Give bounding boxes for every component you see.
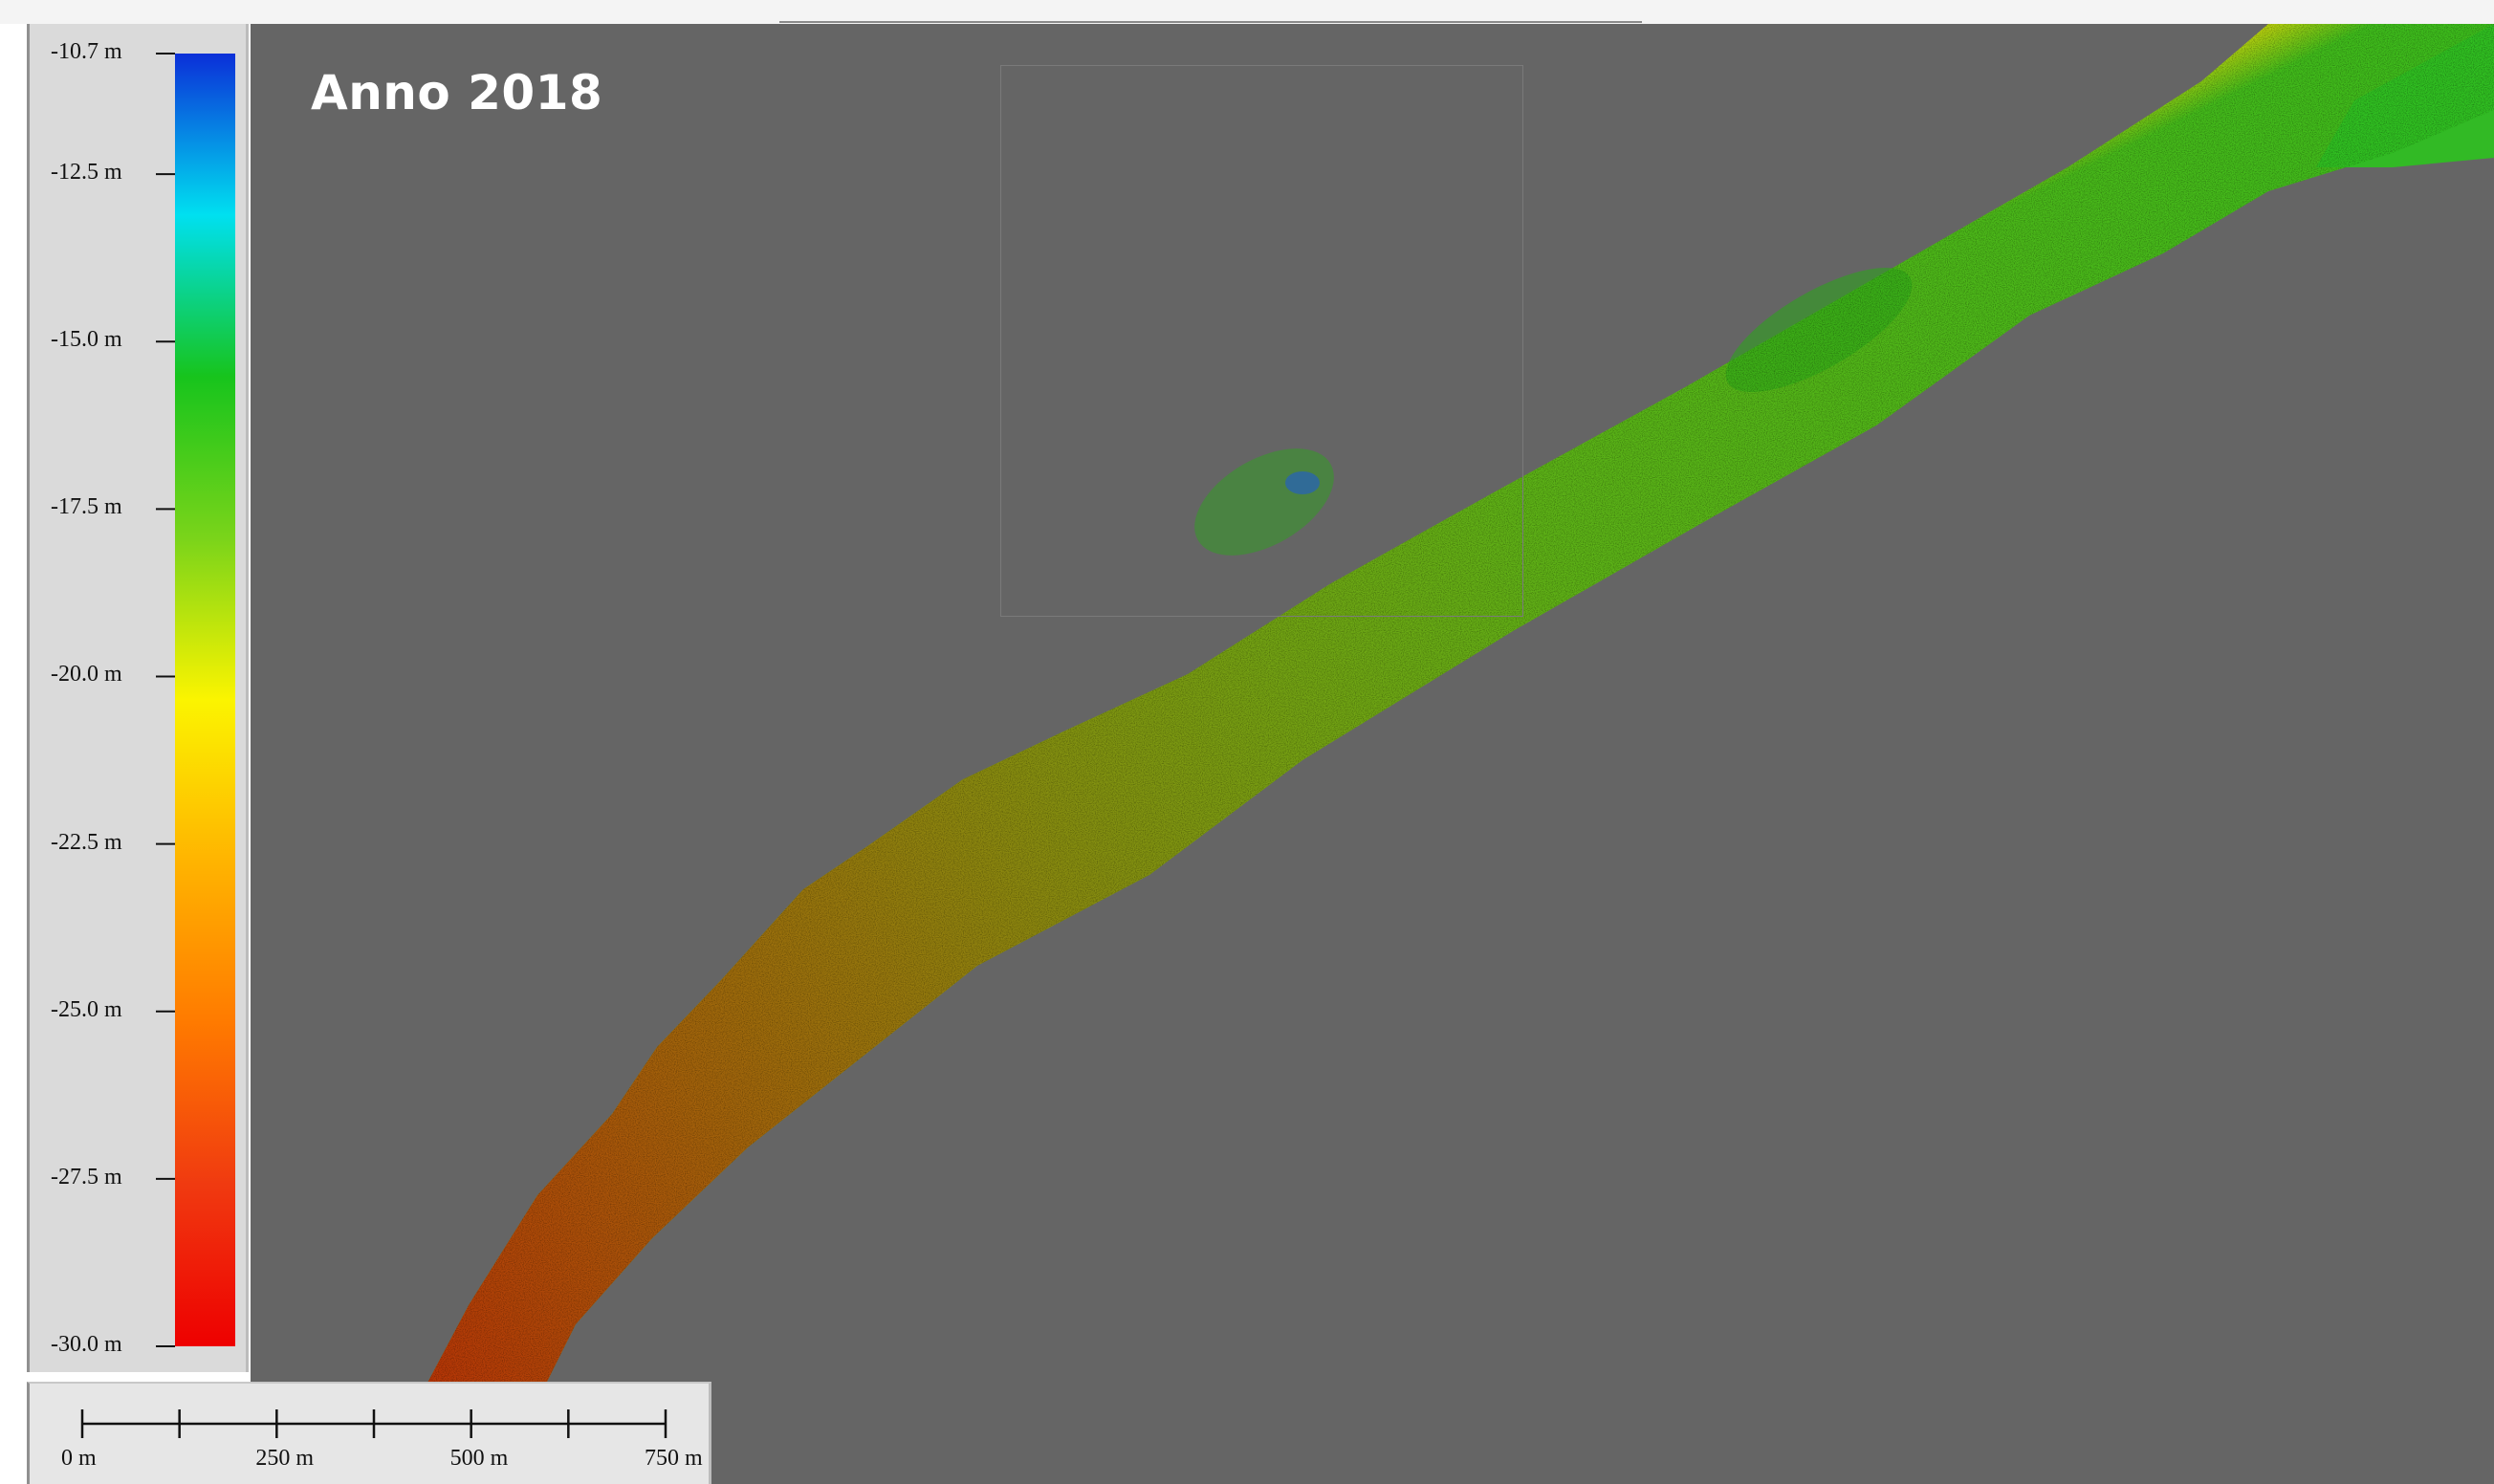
- top-strip: [0, 0, 2494, 24]
- colorbar-tick-label: -20.0 m: [51, 662, 122, 687]
- colorbar-tick-label: -25.0 m: [51, 996, 122, 1022]
- colorbar-ticks: [156, 53, 175, 1347]
- scale-label: 500 m: [449, 1446, 509, 1471]
- colorbar-tick-label: -15.0 m: [51, 327, 122, 353]
- depth-legend: -10.7 m -12.5 m -15.0 m -17.5 m -20.0 m -22.5…: [27, 24, 249, 1372]
- colorbar-tick-label: -12.5 m: [51, 160, 122, 186]
- colorbar: [156, 53, 235, 1347]
- top-frame-line: [779, 21, 1642, 23]
- colorbar-tick-label: -17.5 m: [51, 494, 122, 520]
- colorbar-tick-label: -27.5 m: [51, 1164, 122, 1189]
- survey-strip: [418, 24, 2494, 1401]
- bathymetry-map[interactable]: [251, 24, 2494, 1484]
- colorbar-tick-label: -30.0 m: [51, 1332, 122, 1357]
- bathymetry-viewport[interactable]: [251, 24, 2494, 1484]
- scale-label: 750 m: [645, 1446, 703, 1471]
- colorbar-tick-label: -10.7 m: [51, 39, 122, 64]
- colorbar-tick-label: -22.5 m: [51, 829, 122, 855]
- colorbar-gradient: [175, 54, 235, 1346]
- scale-ticks: [80, 1409, 667, 1438]
- scale-label: 250 m: [255, 1446, 314, 1471]
- scale-label: 0 m: [61, 1446, 97, 1471]
- scale-bar-graphic: [80, 1409, 667, 1438]
- scale-bar: 0 m 250 m 500 m 750 m: [27, 1382, 711, 1484]
- selection-box: [1000, 65, 1523, 617]
- map-title: Anno 2018: [311, 65, 603, 120]
